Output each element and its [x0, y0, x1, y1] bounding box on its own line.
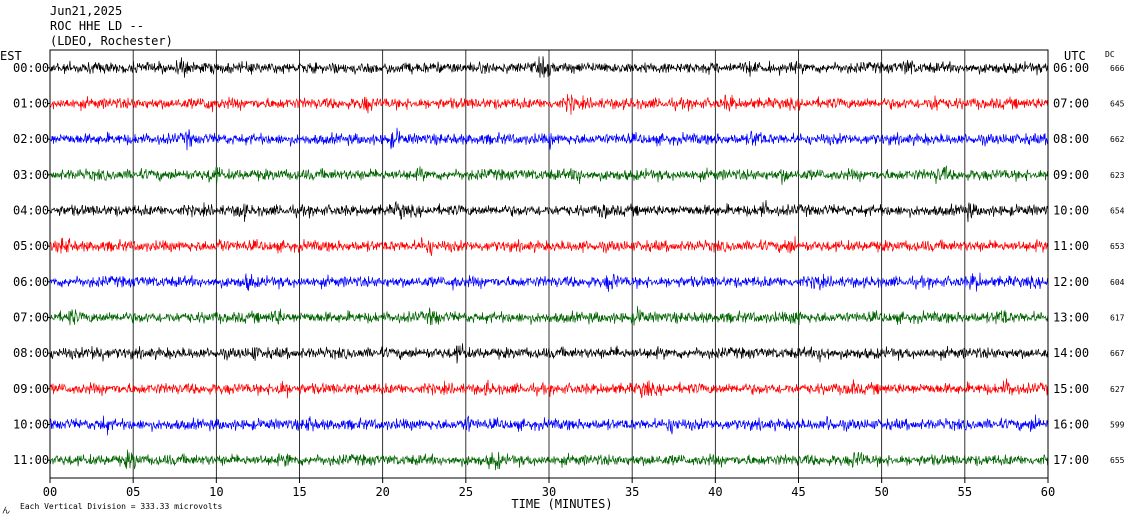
- trace-row-0600: [49, 272, 1049, 292]
- trace-row-0300: [49, 165, 1049, 186]
- x-tick-label-35: 35: [625, 485, 639, 499]
- est-row-label: 04:00: [13, 204, 49, 218]
- dc-row-value: 599: [1110, 421, 1125, 430]
- dc-row-value: 653: [1110, 242, 1125, 251]
- utc-row-label: 12:00: [1053, 275, 1089, 289]
- row-labels: 00:00 06:00 666 01:00 07:00 645 02:00 08:00 662 0…: [13, 61, 1125, 467]
- x-axis-title: TIME (MINUTES): [511, 497, 612, 511]
- trace-row-0700: [49, 306, 1049, 326]
- utc-row-label: 09:00: [1053, 168, 1089, 182]
- dc-row-value: 645: [1110, 100, 1125, 109]
- dc-row-value: 654: [1110, 207, 1125, 216]
- x-tick-label-40: 40: [708, 485, 722, 499]
- trace-row-0500: [49, 236, 1049, 256]
- trace-row-0800: [49, 343, 1049, 364]
- est-row-label: 00:00: [13, 61, 49, 75]
- trace-row-0100: [49, 93, 1049, 115]
- x-tick-label-20: 20: [375, 485, 389, 499]
- x-tick-label-05: 05: [126, 485, 140, 499]
- est-row-label: 09:00: [13, 382, 49, 396]
- est-row-label: 08:00: [13, 346, 49, 360]
- utc-row-label: 06:00: [1053, 61, 1089, 75]
- est-row-label: 06:00: [13, 275, 49, 289]
- utc-row-label: 10:00: [1053, 204, 1089, 218]
- trace-row-0000: [49, 56, 1049, 78]
- utc-row-label: 14:00: [1053, 346, 1089, 360]
- trace-row-1000: [49, 414, 1049, 436]
- est-row-label: 03:00: [13, 168, 49, 182]
- trace-row-0400: [49, 200, 1049, 223]
- header-network: (LDEO, Rochester): [50, 34, 173, 48]
- est-row-label: 02:00: [13, 132, 49, 146]
- dc-row-value: 667: [1110, 349, 1125, 358]
- x-tick-label-15: 15: [292, 485, 306, 499]
- utc-row-label: 08:00: [1053, 132, 1089, 146]
- utc-row-label: 16:00: [1053, 418, 1089, 432]
- utc-row-label: 13:00: [1053, 311, 1089, 325]
- header-date: Jun21,2025: [50, 4, 123, 18]
- est-row-label: 11:00: [13, 453, 49, 467]
- dc-row-value: 604: [1110, 278, 1125, 287]
- trace-row-0900: [49, 378, 1049, 399]
- grid-lines: [132, 50, 966, 478]
- x-tick-label-25: 25: [459, 485, 473, 499]
- x-tick-label-00: 00: [43, 485, 57, 499]
- dc-row-value: 627: [1110, 385, 1125, 394]
- x-tick-label-60: 60: [1041, 485, 1055, 499]
- utc-row-label: 11:00: [1053, 239, 1089, 253]
- est-row-label: 05:00: [13, 239, 49, 253]
- est-axis-label: EST: [0, 49, 22, 63]
- x-tick-label-50: 50: [874, 485, 888, 499]
- x-tick-label-30: 30: [542, 485, 556, 499]
- trace-row-0200: [49, 127, 1049, 151]
- trace-row-1100: [49, 449, 1049, 471]
- dc-row-value: 617: [1110, 314, 1125, 323]
- dc-row-value: 662: [1110, 135, 1125, 144]
- est-row-label: 07:00: [13, 311, 49, 325]
- logo-mark: ん: [2, 506, 10, 515]
- dc-row-value: 623: [1110, 171, 1125, 180]
- header-station: ROC HHE LD --: [50, 19, 144, 33]
- dc-label: DC: [1105, 50, 1115, 59]
- scale-note: Each Vertical Division = 333.33 microvol…: [20, 502, 222, 511]
- utc-axis-label: UTC: [1064, 49, 1086, 63]
- utc-row-label: 17:00: [1053, 453, 1089, 467]
- x-tick-label-45: 45: [791, 485, 805, 499]
- x-tick-label-10: 10: [209, 485, 223, 499]
- est-row-label: 10:00: [13, 418, 49, 432]
- dc-row-value: 655: [1110, 456, 1125, 465]
- utc-row-label: 07:00: [1053, 97, 1089, 111]
- x-axis-ticks: 00 05 10 15 20 25 30 35 40 45 50 55 60: [43, 478, 1055, 499]
- seismic-traces: [49, 56, 1049, 471]
- x-tick-label-55: 55: [958, 485, 972, 499]
- utc-row-label: 15:00: [1053, 382, 1089, 396]
- dc-row-value: 666: [1110, 64, 1125, 73]
- est-row-label: 01:00: [13, 97, 49, 111]
